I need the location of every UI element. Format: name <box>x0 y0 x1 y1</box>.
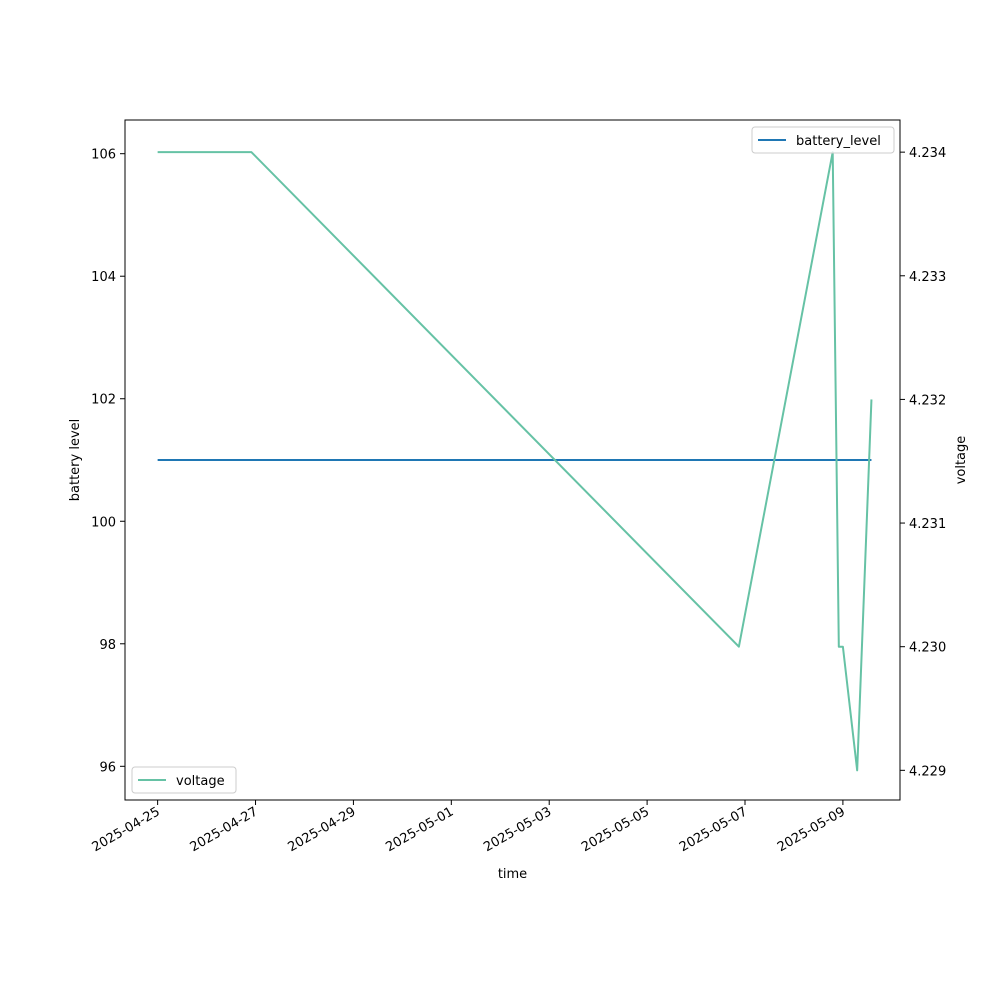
legend-box <box>131 766 237 794</box>
x-axis-label: time <box>498 867 527 882</box>
y-left-tick-label: 98 <box>99 638 116 653</box>
x-tick-label: 2025-05-03 <box>481 804 554 855</box>
x-tick-label: 2025-04-27 <box>188 804 261 855</box>
x-tick-label: 2025-04-25 <box>90 804 163 855</box>
x-tick-label: 2025-04-29 <box>285 804 358 855</box>
x-tick-label: 2025-05-09 <box>775 804 848 855</box>
legend-label: battery_level <box>796 134 881 149</box>
series-line-voltage <box>157 151 873 772</box>
y-left-tick-label: 106 <box>91 148 116 163</box>
plot-frame <box>124 119 901 801</box>
y-right-tick-label: 4.229 <box>909 764 946 779</box>
y-left-tick-label: 102 <box>91 393 116 408</box>
y-right-tick-label: 4.230 <box>909 641 946 656</box>
legend-box <box>751 126 895 154</box>
x-tick-label: 2025-05-07 <box>677 804 750 855</box>
y-left-tick-label: 100 <box>91 515 116 530</box>
y-right-axis-label: voltage <box>954 436 969 485</box>
y-right-tick-label: 4.233 <box>909 270 946 285</box>
y-left-axis-label: battery level <box>68 419 83 502</box>
x-tick-label: 2025-05-05 <box>579 804 652 855</box>
y-left-tick-label: 96 <box>99 760 116 775</box>
legend-battery_level: battery_level <box>751 126 895 154</box>
legend-label: voltage <box>176 774 225 789</box>
x-tick-label: 2025-05-01 <box>383 804 456 855</box>
plot-area <box>157 151 873 772</box>
legend-voltage: voltage <box>131 766 237 794</box>
y-right-tick-label: 4.231 <box>909 517 946 532</box>
y-left-tick-label: 104 <box>91 270 116 285</box>
y-right-tick-label: 4.232 <box>909 393 946 408</box>
y-right-tick-label: 4.234 <box>909 146 946 161</box>
